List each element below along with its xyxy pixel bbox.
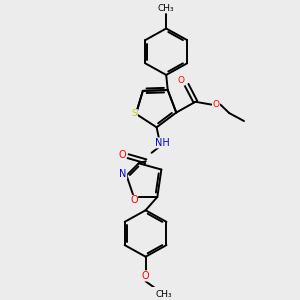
Text: NH: NH — [155, 138, 170, 148]
Text: O: O — [130, 195, 138, 206]
Text: O: O — [142, 271, 149, 281]
Text: CH₃: CH₃ — [158, 4, 175, 13]
Text: S: S — [132, 110, 137, 118]
Text: O: O — [212, 100, 220, 109]
Text: O: O — [178, 76, 185, 85]
Text: CH₃: CH₃ — [155, 290, 172, 298]
Text: O: O — [118, 150, 126, 160]
Text: N: N — [119, 169, 127, 179]
